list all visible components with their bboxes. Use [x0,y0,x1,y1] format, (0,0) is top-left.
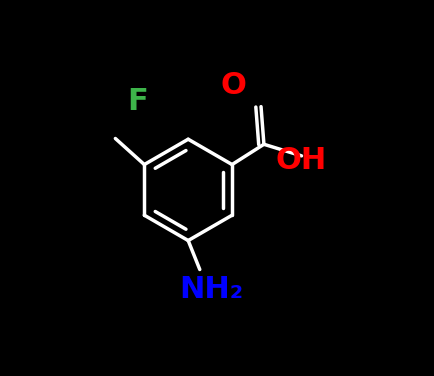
Text: F: F [127,87,148,116]
Text: OH: OH [274,146,326,176]
Text: NH₂: NH₂ [179,275,243,304]
Text: O: O [220,71,246,100]
